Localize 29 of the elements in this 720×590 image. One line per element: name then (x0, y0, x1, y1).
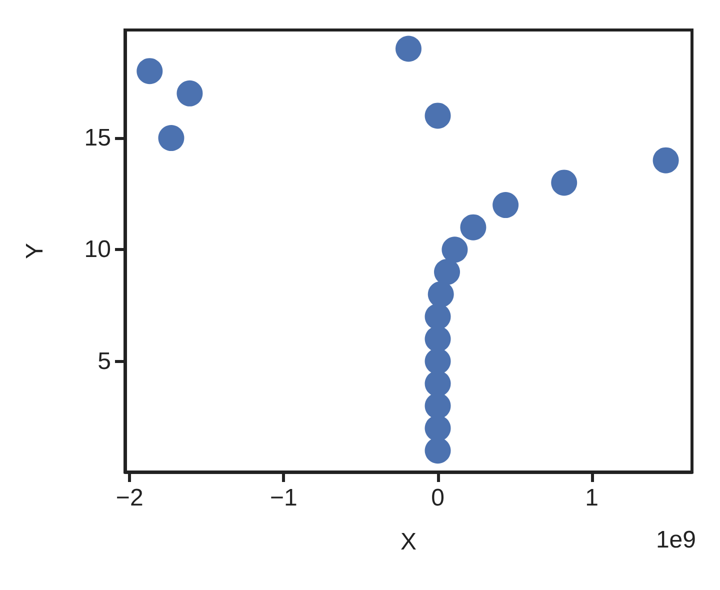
text: 1e9 (656, 526, 696, 554)
point (424, 370, 451, 397)
y-tick-label: 5 (98, 348, 111, 375)
point (424, 415, 451, 442)
y-tick-label: 15 (84, 124, 111, 152)
point (158, 125, 184, 152)
x-tick-label: 1 (585, 484, 599, 512)
x-tick-label: −2 (116, 484, 144, 512)
point (442, 236, 468, 263)
point (434, 258, 460, 285)
point (424, 326, 451, 352)
point (652, 147, 679, 174)
point (424, 348, 451, 374)
x-tick-label: 0 (431, 484, 444, 512)
point (424, 304, 451, 330)
point (492, 192, 519, 218)
x-axis-title: X (400, 528, 417, 556)
x-tick-label: −1 (270, 484, 298, 512)
point (551, 170, 578, 196)
point (424, 102, 451, 129)
point (396, 36, 422, 62)
point (424, 438, 451, 464)
point (460, 214, 486, 240)
point (428, 281, 454, 308)
point (176, 80, 203, 106)
point (424, 392, 451, 419)
y-axis-title: Y (22, 242, 48, 260)
point (136, 58, 163, 84)
y-tick-label: 10 (84, 236, 111, 264)
